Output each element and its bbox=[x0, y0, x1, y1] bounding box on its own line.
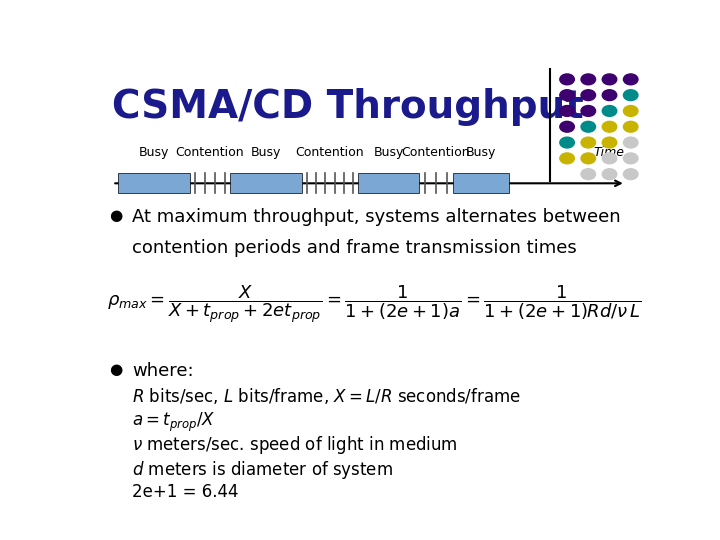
Text: $\nu$ meters/sec. speed of light in medium: $\nu$ meters/sec. speed of light in medi… bbox=[132, 435, 458, 456]
Text: contention periods and frame transmission times: contention periods and frame transmissio… bbox=[132, 239, 577, 258]
Circle shape bbox=[624, 137, 638, 148]
Circle shape bbox=[581, 153, 595, 164]
Bar bbox=[230, 173, 302, 193]
Circle shape bbox=[602, 105, 617, 116]
Text: 2e+1 = 6.44: 2e+1 = 6.44 bbox=[132, 483, 238, 501]
Text: Contention: Contention bbox=[176, 146, 244, 159]
Bar bbox=[118, 173, 190, 193]
Bar bbox=[453, 173, 508, 193]
Text: Busy: Busy bbox=[465, 146, 496, 159]
Text: Contention: Contention bbox=[402, 146, 470, 159]
Circle shape bbox=[624, 122, 638, 132]
Text: where:: where: bbox=[132, 362, 194, 380]
Circle shape bbox=[624, 90, 638, 100]
Text: Time: Time bbox=[593, 146, 624, 159]
Text: Busy: Busy bbox=[251, 146, 281, 159]
Circle shape bbox=[560, 90, 575, 100]
Circle shape bbox=[581, 169, 595, 180]
Circle shape bbox=[560, 137, 575, 148]
Circle shape bbox=[624, 74, 638, 85]
Circle shape bbox=[581, 90, 595, 100]
Circle shape bbox=[602, 122, 617, 132]
Circle shape bbox=[624, 153, 638, 164]
Text: ●: ● bbox=[109, 208, 123, 223]
Circle shape bbox=[560, 153, 575, 164]
Circle shape bbox=[602, 90, 617, 100]
Circle shape bbox=[581, 122, 595, 132]
Circle shape bbox=[602, 169, 617, 180]
Bar bbox=[358, 173, 419, 193]
Circle shape bbox=[624, 169, 638, 180]
Text: $d$ meters is diameter of system: $d$ meters is diameter of system bbox=[132, 458, 393, 481]
Text: At maximum throughput, systems alternates between: At maximum throughput, systems alternate… bbox=[132, 208, 621, 226]
Text: Busy: Busy bbox=[374, 146, 404, 159]
Text: $\rho_{max} = \dfrac{X}{X + t_{prop} + 2et_{prop}} = \dfrac{1}{1+(2e+1)a} = \dfr: $\rho_{max} = \dfrac{X}{X + t_{prop} + 2… bbox=[107, 283, 642, 325]
Text: $a = t_{prop}/X$: $a = t_{prop}/X$ bbox=[132, 410, 215, 434]
Circle shape bbox=[581, 137, 595, 148]
Circle shape bbox=[560, 122, 575, 132]
Circle shape bbox=[581, 105, 595, 116]
Circle shape bbox=[602, 153, 617, 164]
Circle shape bbox=[560, 105, 575, 116]
Circle shape bbox=[602, 137, 617, 148]
Text: CSMA/CD Throughput: CSMA/CD Throughput bbox=[112, 87, 584, 126]
Text: Busy: Busy bbox=[139, 146, 169, 159]
Circle shape bbox=[581, 74, 595, 85]
Circle shape bbox=[624, 105, 638, 116]
Circle shape bbox=[560, 74, 575, 85]
Text: $R$ bits/sec, $L$ bits/frame, $X=L/R$ seconds/frame: $R$ bits/sec, $L$ bits/frame, $X=L/R$ se… bbox=[132, 386, 521, 406]
Text: ●: ● bbox=[109, 362, 123, 377]
Text: Contention: Contention bbox=[296, 146, 364, 159]
Circle shape bbox=[602, 74, 617, 85]
